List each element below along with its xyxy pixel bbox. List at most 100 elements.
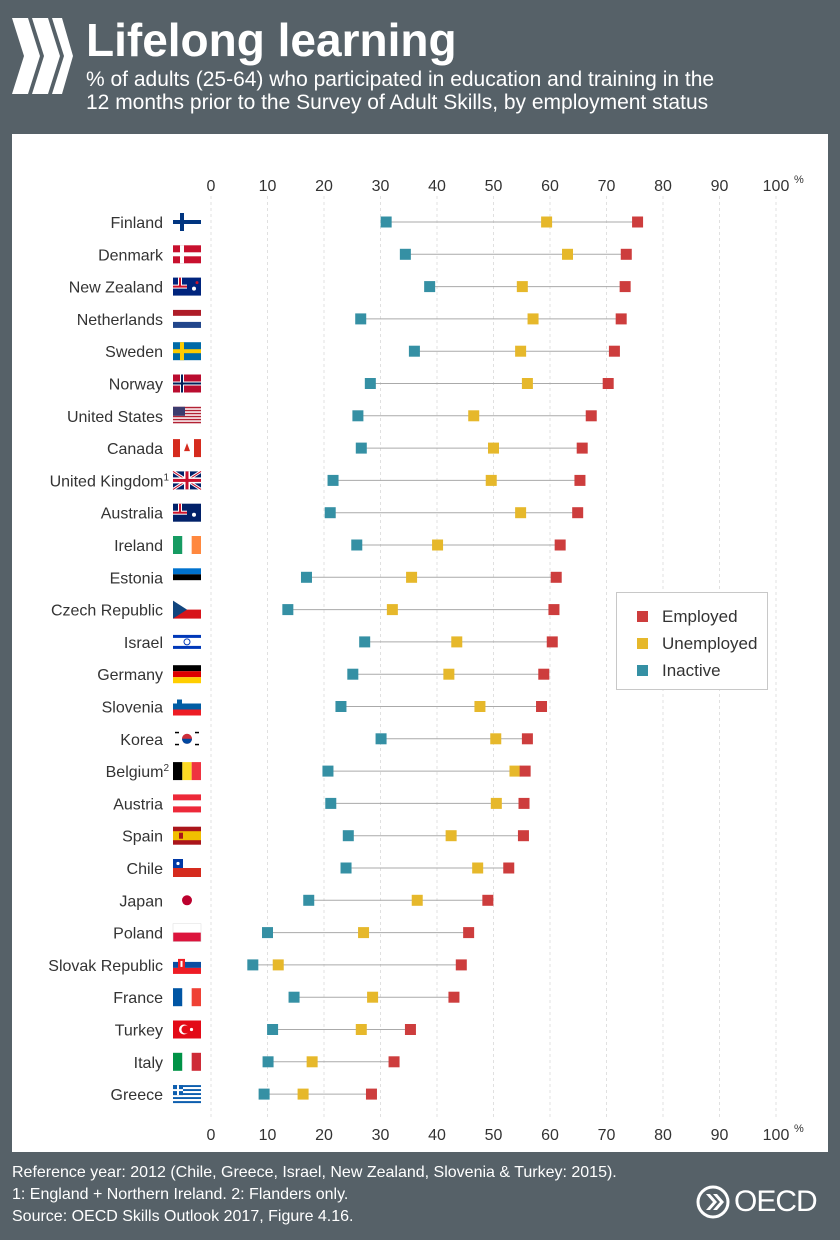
x-unit-label-top: % <box>794 174 804 186</box>
country-label: New Zealand <box>69 280 163 297</box>
x-tick-label-top: 70 <box>598 178 616 195</box>
inactive-marker <box>267 1024 279 1035</box>
flag-part <box>173 634 201 638</box>
flag-part <box>173 961 201 968</box>
flag-part <box>173 349 201 354</box>
unemployed-marker <box>527 313 539 325</box>
x-tick-label-top: 50 <box>485 178 503 195</box>
country-label: Germany <box>97 667 163 684</box>
flag-part <box>173 859 201 868</box>
flag-part <box>173 703 201 710</box>
flag-part <box>173 415 201 418</box>
inactive-marker <box>262 1056 274 1068</box>
flag-part <box>173 923 201 933</box>
x-tick-label-bottom: 80 <box>654 1127 672 1144</box>
flag-part <box>173 806 201 813</box>
flag-part <box>173 800 201 807</box>
flag-part <box>180 960 183 967</box>
inactive-marker <box>303 894 315 906</box>
flag-part <box>173 574 201 581</box>
flag-part <box>182 762 192 781</box>
flag-part <box>173 988 183 1007</box>
flag-part <box>191 988 201 1007</box>
flag-part <box>179 277 181 287</box>
legend-swatch <box>637 638 648 649</box>
flag-part <box>173 831 201 841</box>
dot-plot-chart: 0 10 20 30 40 50 60 70 80 90 100 % 0 10 20 30 40 50 60 70 80… <box>48 174 804 1144</box>
flag-part <box>173 967 201 974</box>
source-note: Source: OECD Skills Outlook 2017, Figure… <box>12 1208 354 1225</box>
flag-part <box>173 665 201 672</box>
flag-part <box>177 699 182 707</box>
x-tick-label-top: 10 <box>259 178 277 195</box>
inactive-marker <box>335 701 347 712</box>
legend-item-unemployed: Unemployed <box>637 630 767 657</box>
x-tick-label-bottom: 70 <box>598 1127 616 1144</box>
legend-item-inactive: Inactive <box>637 657 767 684</box>
flag-part <box>173 1085 201 1088</box>
x-tick-label-top: 80 <box>654 178 672 195</box>
flag-part <box>175 743 179 746</box>
country-label: Turkey <box>115 1023 163 1040</box>
country-label: Slovenia <box>102 700 163 717</box>
inactive-marker <box>288 991 300 1003</box>
x-tick-label-top: 30 <box>372 178 390 195</box>
legend-label: Employed <box>662 606 738 626</box>
inactive-marker <box>399 248 411 260</box>
country-label: Chile <box>127 861 164 878</box>
employed-marker <box>574 474 586 486</box>
flag-part <box>173 600 187 619</box>
country-label: Slovak Republic <box>48 958 163 975</box>
flag-part <box>182 988 192 1007</box>
footnote-definitions: 1: England + Northern Ireland. 2: Flande… <box>12 1186 349 1203</box>
x-tick-label-bottom: 100 <box>763 1127 790 1144</box>
flag-part <box>194 439 201 458</box>
flag-part <box>191 762 201 781</box>
flag-part <box>173 794 201 801</box>
flag-part <box>173 709 201 716</box>
country-label: Ireland <box>114 538 163 555</box>
flag-part <box>195 281 199 285</box>
flag-part <box>173 439 180 458</box>
unemployed-marker <box>386 604 398 616</box>
page-title: Lifelong learning <box>86 14 457 66</box>
flag-part <box>173 580 201 587</box>
flag-part <box>173 421 201 424</box>
country-label: Israel <box>124 635 163 652</box>
x-tick-label-bottom: 60 <box>541 1127 559 1144</box>
employed-marker <box>572 507 584 519</box>
country-label: Italy <box>134 1055 163 1072</box>
legend-swatch <box>637 611 648 622</box>
flag-part <box>191 1052 201 1071</box>
flag-part <box>173 1097 201 1100</box>
flag-part <box>179 503 181 513</box>
inactive-marker <box>300 571 312 583</box>
chart-panel: 0 10 20 30 40 50 60 70 80 90 100% 0 10 20 30 40 50 60 70 80… <box>12 134 828 1152</box>
employed-marker <box>548 604 560 616</box>
country-label: Korea <box>120 732 163 749</box>
country-label: Czech Republic <box>51 603 163 620</box>
unemployed-marker <box>485 474 497 486</box>
flag-part <box>173 600 201 610</box>
flag-part <box>173 418 201 421</box>
x-tick-label-bottom: 0 <box>207 1127 216 1144</box>
oecd-logo: OECD <box>696 1184 818 1220</box>
employed-marker <box>602 378 614 389</box>
country-label: Australia <box>101 506 163 523</box>
footer-notes: Reference year: 2012 (Chile, Greece, Isr… <box>12 1162 692 1228</box>
inactive-marker <box>364 378 376 389</box>
flag-part <box>182 738 192 744</box>
unemployed-marker <box>474 701 486 712</box>
flag-part <box>192 286 196 291</box>
inactive-marker <box>342 830 354 842</box>
employed-marker <box>632 216 644 228</box>
subtitle-line-1: % of adults (25-64) who participated in … <box>86 68 715 91</box>
x-tick-label-bottom: 90 <box>711 1127 729 1144</box>
employed-marker <box>519 765 531 777</box>
inactive-marker <box>359 636 371 648</box>
inactive-marker <box>347 668 359 680</box>
unemployed-marker <box>541 216 553 228</box>
employed-marker <box>521 733 533 745</box>
employed-marker <box>554 539 566 551</box>
employed-marker <box>365 1088 377 1100</box>
